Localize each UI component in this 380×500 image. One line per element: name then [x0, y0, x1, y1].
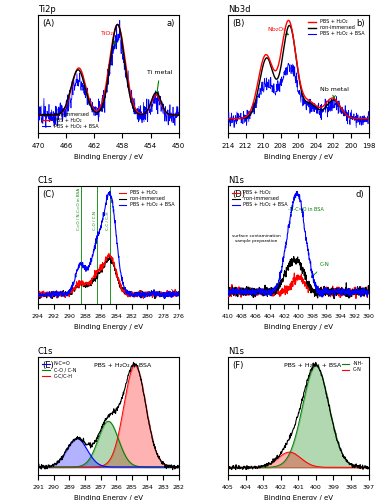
Text: (A): (A)	[42, 18, 54, 28]
Text: Nb metal: Nb metal	[320, 87, 349, 98]
Text: -N-C=O in BSA: -N-C=O in BSA	[288, 208, 324, 212]
Text: N1s: N1s	[228, 176, 244, 185]
Text: TiO₂: TiO₂	[101, 32, 115, 44]
Text: (F): (F)	[232, 360, 244, 370]
Text: C-O / C-N: C-O / C-N	[93, 212, 97, 231]
X-axis label: Binding Energy / eV: Binding Energy / eV	[264, 154, 333, 160]
Text: C-N: C-N	[312, 262, 329, 278]
Text: (D): (D)	[232, 190, 245, 198]
Text: (C): (C)	[42, 190, 55, 198]
Text: Nb₂O₅: Nb₂O₅	[268, 26, 288, 34]
Text: Nb3d: Nb3d	[228, 5, 250, 14]
Legend: PBS + H₂O₂, non-immersed, PBS + H₂O₂ + BSA: PBS + H₂O₂, non-immersed, PBS + H₂O₂ + B…	[230, 188, 290, 210]
Legend: PBS + H₂O₂, non-immersed, PBS + H₂O₂ + BSA: PBS + H₂O₂, non-immersed, PBS + H₂O₂ + B…	[117, 188, 176, 210]
Text: C1s: C1s	[38, 176, 54, 185]
X-axis label: Binding Energy / eV: Binding Energy / eV	[264, 324, 333, 330]
X-axis label: Binding Energy / eV: Binding Energy / eV	[74, 324, 143, 330]
X-axis label: Binding Energy / eV: Binding Energy / eV	[264, 496, 333, 500]
Legend: non-immersed, PBS + H₂O₂, PBS + H₂O₂ + BSA: non-immersed, PBS + H₂O₂, PBS + H₂O₂ + B…	[40, 110, 100, 130]
Text: C-C / C-H: C-C / C-H	[106, 212, 110, 231]
Text: surface contamination
sample preparation: surface contamination sample preparation	[232, 234, 280, 242]
Legend: -NH-, C-N: -NH-, C-N	[340, 360, 366, 374]
Text: C=O / N-C=O in BSA: C=O / N-C=O in BSA	[78, 188, 81, 230]
Legend: N-C=O, C-O / C-N, C-C/C-H: N-C=O, C-O / C-N, C-C/C-H	[40, 360, 78, 380]
Text: Ti metal: Ti metal	[147, 70, 173, 95]
Text: d): d)	[356, 190, 364, 198]
Text: c): c)	[166, 289, 174, 298]
X-axis label: Binding Energy / eV: Binding Energy / eV	[74, 154, 143, 160]
Text: (E): (E)	[42, 360, 54, 370]
Text: (B): (B)	[232, 18, 244, 28]
Text: N1s: N1s	[228, 348, 244, 356]
Text: PBS + H₂O₂ + BSA: PBS + H₂O₂ + BSA	[94, 363, 151, 368]
Text: PBS + H₂O₂ + BSA: PBS + H₂O₂ + BSA	[284, 363, 341, 368]
Text: C1s: C1s	[38, 348, 54, 356]
Text: Ti2p: Ti2p	[38, 5, 56, 14]
Text: b): b)	[356, 18, 364, 28]
Text: a): a)	[166, 18, 174, 28]
Legend: PBS + H₂O₂, non-immersed, PBS + H₂O₂ + BSA: PBS + H₂O₂, non-immersed, PBS + H₂O₂ + B…	[307, 18, 366, 38]
X-axis label: Binding Energy / eV: Binding Energy / eV	[74, 496, 143, 500]
